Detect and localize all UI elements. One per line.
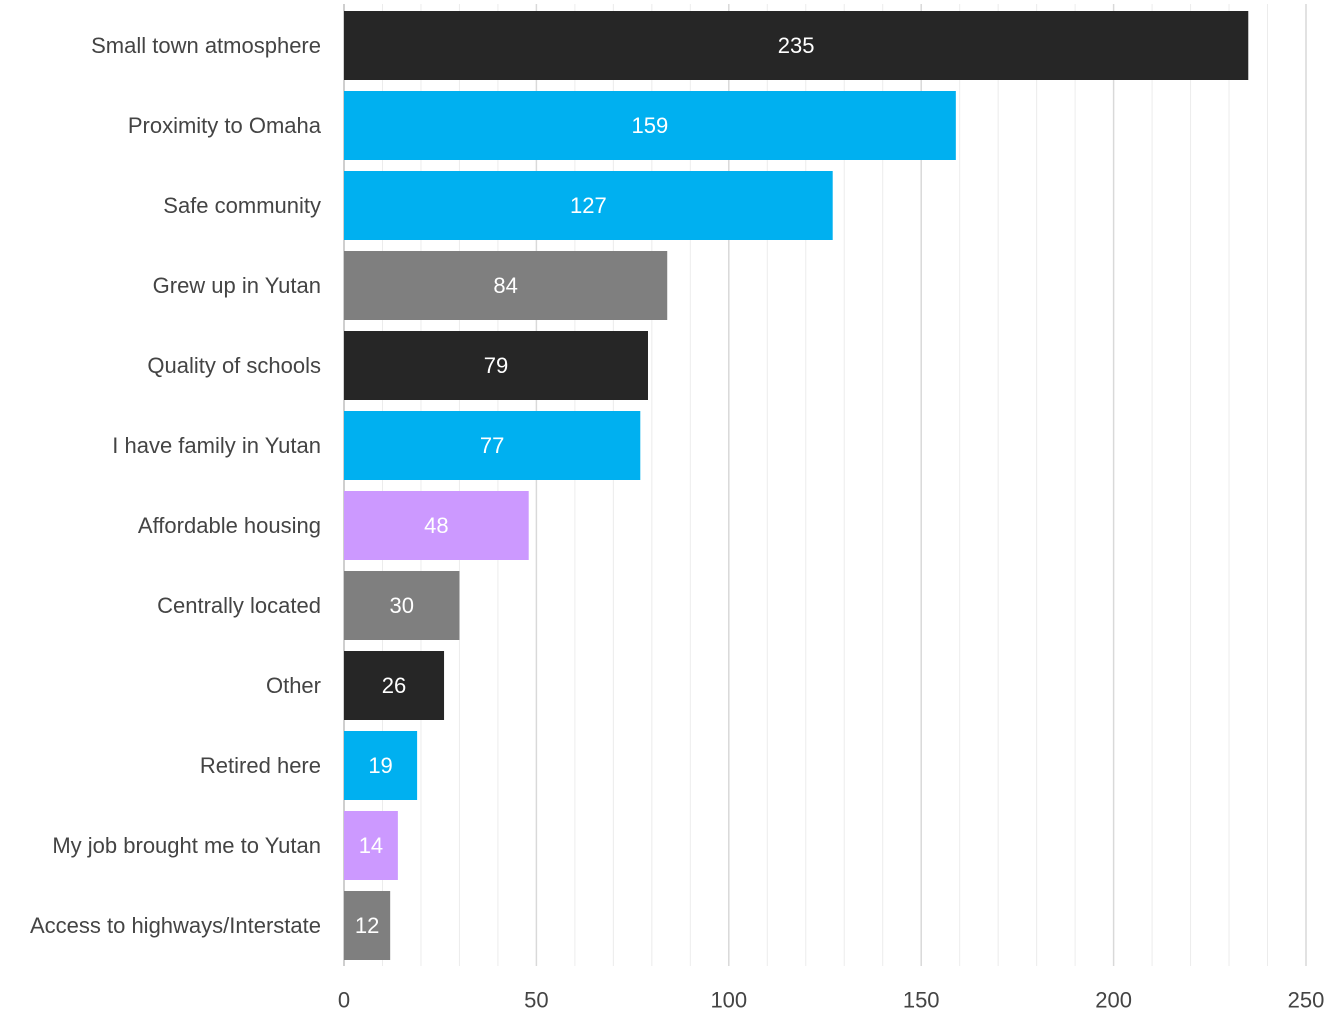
bar — [344, 731, 418, 800]
bar — [344, 571, 460, 640]
x-tick-label: 200 — [1095, 988, 1132, 1013]
data-label: 235 — [778, 33, 815, 58]
data-label: 12 — [355, 913, 379, 938]
bar — [344, 91, 956, 160]
gridlines — [343, 4, 1307, 966]
category-label: Grew up in Yutan — [153, 273, 321, 298]
data-label: 159 — [632, 113, 669, 138]
data-label: 19 — [368, 753, 392, 778]
data-label: 30 — [389, 593, 413, 618]
category-label: Proximity to Omaha — [128, 113, 322, 138]
bar — [344, 331, 648, 400]
category-label: Safe community — [163, 193, 321, 218]
bars: 235 159 127 84 79 77 48 30 26 19 14 12 — [344, 11, 1249, 960]
category-label: My job brought me to Yutan — [52, 833, 321, 858]
bar — [344, 891, 391, 960]
data-label: 79 — [484, 353, 508, 378]
category-label: Small town atmosphere — [91, 33, 321, 58]
data-label: 84 — [493, 273, 517, 298]
category-label: Quality of schools — [147, 353, 321, 378]
bar — [344, 411, 641, 480]
x-axis-ticks: 0 50 100 150 200 250 — [338, 988, 1324, 1013]
x-tick-label: 100 — [710, 988, 747, 1013]
data-label: 14 — [359, 833, 383, 858]
bar — [344, 491, 529, 560]
bar — [344, 11, 1249, 80]
category-label: Access to highways/Interstate — [30, 913, 321, 938]
data-label: 26 — [382, 673, 406, 698]
bar — [344, 651, 445, 720]
category-label: Centrally located — [157, 593, 321, 618]
bar — [344, 251, 668, 320]
bar — [344, 811, 398, 880]
x-tick-label: 0 — [338, 988, 350, 1013]
category-labels: Small town atmosphere Proximity to Omaha S… — [30, 33, 322, 938]
category-label: Other — [266, 673, 321, 698]
data-label: 48 — [424, 513, 448, 538]
category-label: Retired here — [200, 753, 321, 778]
category-label: Affordable housing — [138, 513, 321, 538]
data-label: 77 — [480, 433, 504, 458]
category-label: I have family in Yutan — [112, 433, 321, 458]
x-tick-label: 150 — [903, 988, 940, 1013]
data-label: 127 — [570, 193, 607, 218]
x-tick-label: 250 — [1288, 988, 1325, 1013]
x-tick-label: 50 — [524, 988, 548, 1013]
bar — [344, 171, 833, 240]
